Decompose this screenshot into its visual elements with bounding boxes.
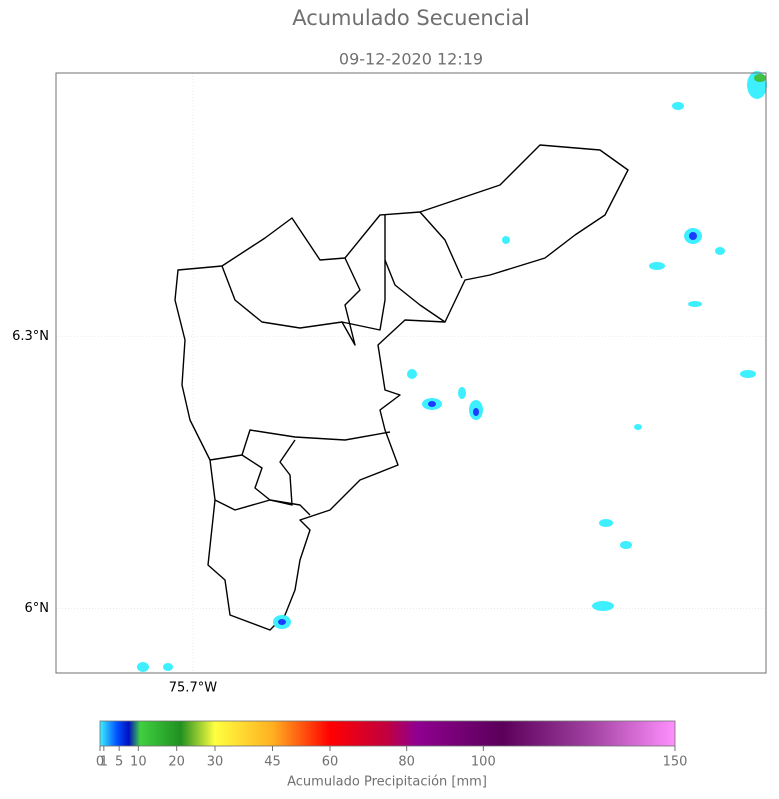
lat-label: 6.3°N [12, 329, 49, 344]
colorbar-tick-label: 60 [322, 755, 339, 770]
grid [56, 73, 766, 673]
colorbar-tick-label: 5 [115, 755, 123, 770]
colorbar-label: Acumulado Precipitación [mm] [287, 775, 487, 790]
colorbar-tick-label: 1 [100, 755, 108, 770]
colorbar-tick-label: 30 [207, 755, 224, 770]
precipitation [137, 71, 767, 672]
colorbar-tick-label: 0 [96, 755, 104, 770]
colorbar-tick-label: 100 [471, 755, 496, 770]
boundaries [174, 144, 629, 631]
lon-label: 75.7°W [169, 681, 217, 696]
subtitle: 09-12-2020 12:19 [339, 50, 483, 69]
colorbar [99, 720, 676, 747]
map-frame [55, 72, 767, 674]
colorbar-tick-label: 150 [663, 755, 688, 770]
lat-label: 6°N [25, 601, 50, 616]
colorbar-tick-label: 20 [168, 755, 185, 770]
colorbar-tick-label: 80 [398, 755, 415, 770]
title: Acumulado Secuencial [292, 6, 530, 30]
colorbar-tick-label: 45 [264, 755, 281, 770]
colorbar-tick-label: 10 [130, 755, 147, 770]
